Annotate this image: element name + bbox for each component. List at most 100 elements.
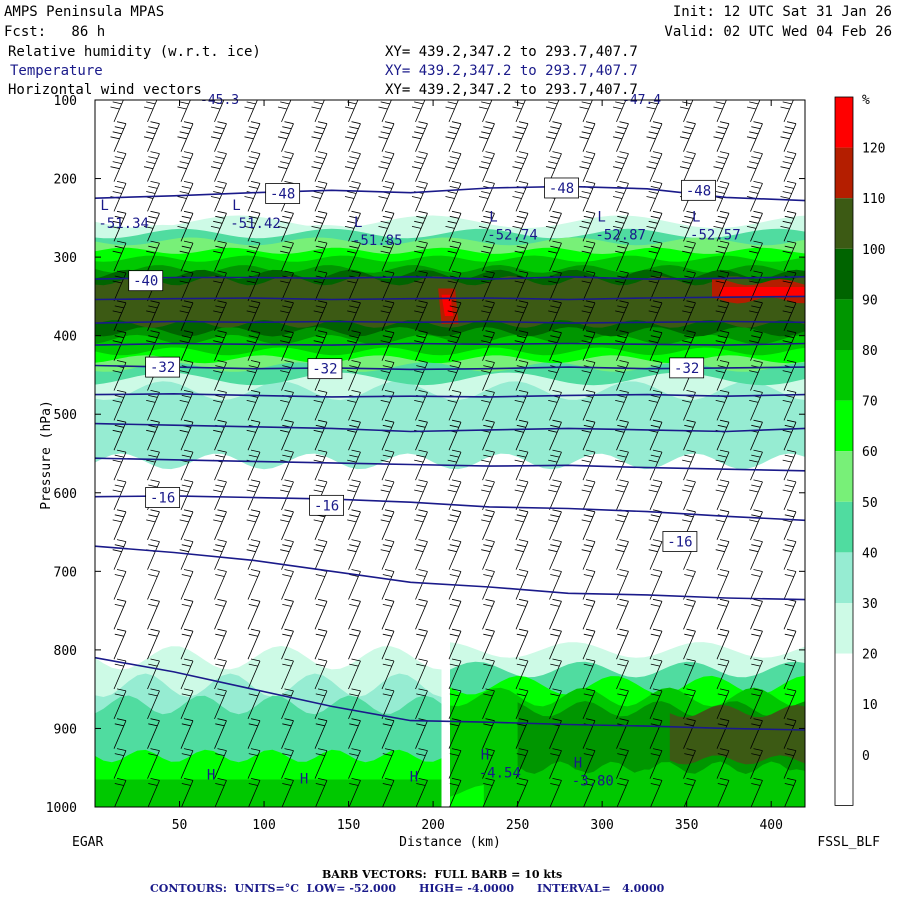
y-tick-label: 100 [54,94,77,109]
wind-barb [478,100,493,123]
wind-barb [548,390,562,421]
wind-barb [214,778,227,807]
x-axis-label: Distance (km) [399,835,501,850]
wind-barb [581,509,596,540]
wind-barb [512,121,529,152]
wind-barb [746,100,761,123]
y-tick-label: 300 [54,251,77,266]
extremum-marker: H [410,770,418,786]
wind-barb [246,330,261,361]
wind-barb [545,151,562,182]
wind-barb [646,100,660,123]
contour-label-box [307,358,343,380]
contour-label-text: -48 [270,186,295,202]
wind-barb [280,479,294,511]
wind-barb [746,181,763,212]
field-rh-xy: XY= 439.2,347.2 to 293.7,407.7 [385,44,638,60]
wind-barb [280,300,294,331]
wind-barb [682,270,696,302]
wind-barb [780,210,797,242]
contour-label: -40 [128,270,164,292]
extremum-value: -52.87 [595,228,646,244]
wind-barb [445,151,462,182]
wind-barb [380,330,395,361]
wind-barb [378,210,395,242]
wind-barb [615,419,629,451]
wind-barb [615,539,629,570]
wind-barb [213,479,227,511]
wind-barb [415,748,428,779]
wind-barb [246,449,261,481]
wind-barb [549,688,562,720]
wind-barb [247,569,261,600]
wind-barb [112,419,127,451]
wind-barb [381,718,395,749]
wind-barb [348,658,361,690]
wind-barb [411,210,428,242]
wind-barb [348,748,361,779]
wind-barb [783,748,797,779]
wind-barb [113,718,127,749]
wind-barb [246,539,261,570]
wind-barb [649,598,663,630]
wind-barb [380,390,395,421]
wind-barb [314,658,328,690]
wind-barb [344,210,361,242]
wind-barb [682,419,696,451]
y-tick-label: 1000 [46,801,77,816]
contour-label: -32 [669,357,705,379]
wind-barb [378,100,392,123]
contour-label-text: -48 [686,183,711,199]
wind-barb [146,300,160,331]
wind-barb [749,539,763,570]
colorbar-segment [835,653,853,705]
wind-barb [482,688,495,720]
wind-barb [782,300,797,331]
wind-barb [478,210,495,242]
wind-barb [179,360,194,391]
wind-barb [582,628,596,660]
wind-barb [515,598,529,630]
wind-barb [749,509,763,540]
wind-barb [246,270,261,302]
wind-barb [482,569,495,600]
wind-barb [277,121,294,152]
wind-barb [750,569,763,600]
wind-barb [380,539,395,570]
wind-barb [481,300,495,331]
wind-barb [783,718,797,749]
colorbar-tick-label: 10 [862,698,878,713]
wind-barb [648,300,663,331]
wind-barb [414,449,428,481]
wind-barb [348,718,361,749]
wind-barb [313,419,328,451]
wind-barb [746,151,763,182]
contour-label: -32 [145,356,181,378]
wind-barb [616,748,629,779]
wind-barb [679,100,694,123]
y-tick-label: 200 [54,173,77,188]
wind-barb [247,658,261,690]
wind-barb [780,151,797,182]
wind-barb [782,240,797,272]
wind-barb [682,509,696,540]
wind-barb [514,360,529,391]
wind-barb [247,718,261,749]
isotherm-line [95,295,805,301]
isotherm-line [95,275,805,280]
wind-barb [447,300,462,331]
wind-barb [648,360,663,391]
wind-barb [780,100,794,123]
wind-barb [683,598,696,630]
wind-barb [715,419,730,451]
wind-barb [514,300,529,331]
wind-barb [750,628,763,660]
wind-barb [579,100,593,123]
wind-barb [545,210,562,242]
wind-barb [784,778,797,807]
wind-barb [414,300,428,331]
wind-barb [615,360,629,391]
wind-barb [615,390,629,421]
wind-barb [380,240,395,272]
wind-barb [448,748,462,779]
